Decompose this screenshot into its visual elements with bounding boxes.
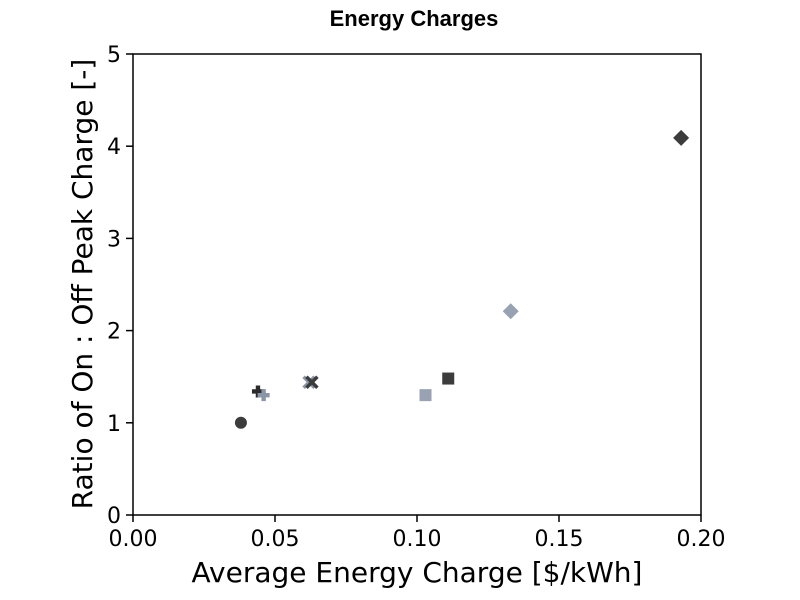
y-tick-label: 2 xyxy=(107,320,121,345)
data-point-diamond xyxy=(673,129,690,146)
x-tick-label: 0.05 xyxy=(251,527,300,552)
data-point-plus xyxy=(257,389,270,402)
y-tick-label: 3 xyxy=(107,227,121,252)
data-point-plus xyxy=(251,385,264,398)
y-tick-label: 0 xyxy=(107,504,121,529)
axes: 0.00 0.05 0.10 0.15 0.20 0 1 2 3 4 5 xyxy=(107,43,725,552)
y-tick-label: 4 xyxy=(107,135,121,160)
x-tick-label: 0.10 xyxy=(393,527,442,552)
data-point-square xyxy=(442,372,455,385)
x-tick-label: 0.15 xyxy=(535,527,584,552)
chart-title: Energy Charges xyxy=(330,6,499,31)
y-tick-label: 1 xyxy=(107,412,121,437)
data-points xyxy=(234,129,690,429)
data-point-square xyxy=(419,389,432,402)
x-axis-label: Average Energy Charge [$/kWh] xyxy=(192,556,643,589)
data-point-circle xyxy=(234,416,247,429)
x-tick-label: 0.00 xyxy=(109,527,158,552)
plot-frame xyxy=(132,53,702,516)
data-point-x xyxy=(302,375,316,389)
y-tick-label: 5 xyxy=(107,43,121,68)
y-axis-label: Ratio of On : Off Peak Charge [-] xyxy=(66,59,99,510)
data-point-x xyxy=(305,375,319,389)
x-tick-label: 0.20 xyxy=(677,527,726,552)
data-point-diamond xyxy=(502,303,519,320)
